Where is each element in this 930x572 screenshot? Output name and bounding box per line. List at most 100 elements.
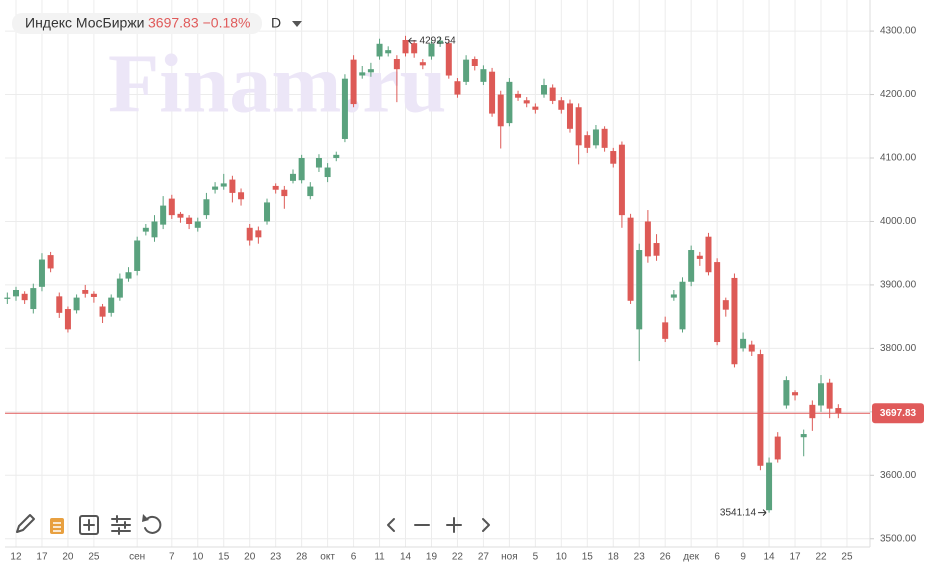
interval-dropdown[interactable] [292,21,302,27]
x-tick-label: 17 [789,552,801,563]
candle-body [64,309,71,330]
candle-body [402,39,409,54]
x-tick-label: 23 [270,552,282,563]
x-tick-label: 12 [10,552,22,563]
candle-body [757,354,764,466]
candle-body [272,185,279,190]
candle-body [558,100,565,110]
candle-body [644,221,651,257]
candle-body [238,192,245,200]
candle-body [748,344,755,352]
candle-body [393,59,400,70]
x-tick-label: 18 [608,552,620,563]
candle-body [359,72,366,76]
candle-body [497,94,504,127]
x-tick-label: сен [129,552,145,563]
candle-body [307,186,314,197]
candle-body [792,392,799,396]
candle-body [826,382,833,409]
zoom-in[interactable] [446,517,462,533]
candle-body [160,205,167,225]
candle-body [437,40,444,44]
x-tick-label: 20 [62,552,74,563]
candle-body [818,383,825,406]
candle-body [281,189,288,197]
y-tick-label: 4300.00 [880,26,917,37]
candle-body [350,59,357,105]
x-tick-label: 11 [374,552,385,563]
draw-tool[interactable] [16,514,35,533]
candle-body [740,338,747,349]
y-tick-label: 3600.00 [880,470,917,481]
candle-body [315,158,322,168]
x-tick-label: 19 [426,552,438,563]
max-label: 4292.54 [420,35,457,46]
notes-tool[interactable] [50,518,64,534]
x-tick-label: 22 [452,552,464,563]
candle-body [134,240,141,271]
candle-body [541,85,548,95]
candle-body [515,93,522,98]
candle-body [289,173,296,181]
add-indicator[interactable] [79,515,99,535]
x-tick-label: 7 [169,552,175,563]
candle-body [471,59,478,66]
candle-body [142,227,149,232]
candle-body [566,103,573,129]
candle-body [809,404,816,419]
y-tick-label: 4000.00 [880,216,917,227]
price-change: −0.18% [203,15,251,31]
candle-body [506,81,513,124]
y-tick-label: 3900.00 [880,280,917,291]
candle-body [714,262,721,343]
y-tick-label: 4200.00 [880,89,917,100]
candle-body [90,293,97,297]
candle-body [532,106,539,110]
candle-body [463,59,470,82]
x-tick-label: 5 [533,552,539,563]
candle-body [255,230,262,238]
x-tick-label: 25 [841,552,853,563]
candle-body [411,43,418,54]
candle-body [203,199,210,216]
candle-body [480,69,487,82]
candle-body [592,129,599,146]
candle-body [298,158,305,181]
candle-body [12,289,19,297]
interval[interactable]: D [271,15,281,31]
candle-body [662,322,669,339]
candle-body [168,198,175,216]
scroll-right[interactable] [482,518,490,532]
candle-body [73,297,80,311]
candle-body [774,436,781,460]
candle-body [108,297,115,313]
candle-body [419,62,426,66]
candle-body [212,186,219,190]
y-tick-label: 3500.00 [880,533,917,544]
candle-body [653,243,660,256]
max-arrow [408,37,417,45]
candle-body [341,78,348,139]
y-tick-label: 4100.00 [880,153,917,164]
candle-body [783,380,790,406]
candle-body [575,107,582,146]
candle-body [47,255,54,269]
x-tick-label: 28 [296,552,308,563]
candle-body [30,288,37,310]
candle-body [670,294,677,298]
x-tick-label: 26 [660,552,672,563]
x-tick-label: 15 [582,552,594,563]
min-arrow [758,509,767,516]
x-tick-label: 22 [815,552,827,563]
instrument-title: Индекс МосБиржи [25,15,145,31]
x-tick-label: 6 [351,552,357,563]
x-tick-label: 10 [192,552,204,563]
candle-body [688,250,695,282]
candle-body [21,293,28,301]
settings[interactable] [111,515,131,535]
scroll-left[interactable] [387,518,395,532]
reset[interactable] [142,514,162,534]
min-label: 3541.14 [720,507,757,518]
x-tick-label: 14 [764,552,776,563]
candle-body [367,69,374,73]
